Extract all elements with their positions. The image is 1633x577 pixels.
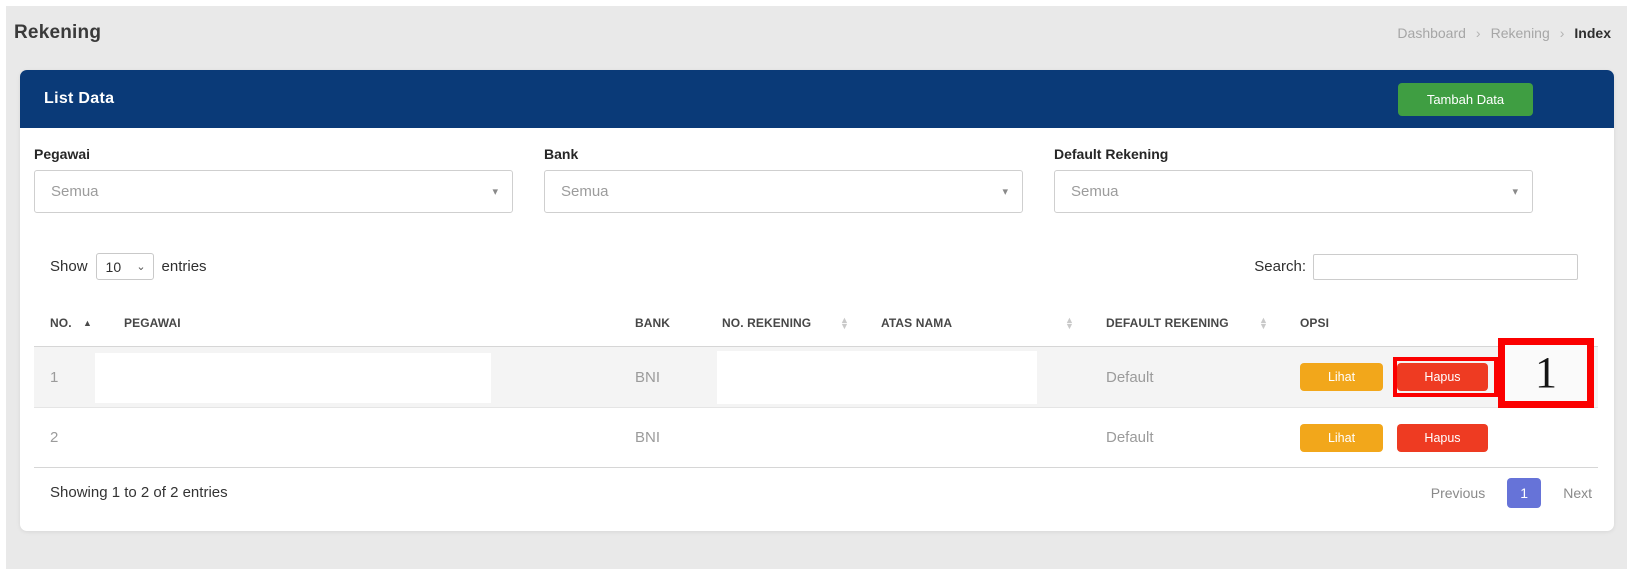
chevron-down-icon: ▾ [492, 186, 498, 198]
card-title: List Data [44, 90, 115, 107]
chevron-down-icon: ▾ [1002, 186, 1008, 198]
filter-default-rekening: Default Rekening Semua ▾ [1054, 146, 1533, 213]
card-body: Pegawai Semua ▾ Bank Semua ▾ [20, 128, 1614, 517]
column-header-no-rekening[interactable]: NO. REKENING ▲ ▼ [722, 315, 849, 331]
entries-info: Showing 1 to 2 of 2 entries [50, 484, 228, 501]
redacted-cell-overlay [717, 351, 1037, 404]
page-length-group: Show 10 ⌄ entries [50, 253, 207, 280]
pegawai-filter-label: Pegawai [34, 146, 91, 162]
filter-row: Pegawai Semua ▾ Bank Semua ▾ [34, 146, 1598, 213]
card-header: List Data Tambah Data [20, 70, 1614, 128]
sort-both-icon: ▲ ▼ [1064, 315, 1074, 331]
lihat-button[interactable]: Lihat [1300, 363, 1383, 391]
column-header-no[interactable]: NO. ▲ [50, 316, 92, 330]
cell-bank: BNI [635, 429, 661, 446]
filter-bank: Bank Semua ▾ [544, 146, 1023, 213]
sort-both-icon: ▲ ▼ [1258, 315, 1268, 331]
chevron-right-icon: › [1559, 25, 1565, 41]
redacted-cell-overlay [95, 353, 491, 403]
column-header-pegawai[interactable]: PEGAWAI [124, 316, 181, 330]
cell-default-rekening: Default [1106, 429, 1154, 446]
cell-no: 2 [50, 429, 59, 446]
default-rekening-filter-select[interactable]: Semua ▾ [1054, 170, 1533, 213]
sort-both-icon: ▲ ▼ [839, 315, 849, 331]
cell-default-rekening: Default [1106, 368, 1154, 386]
top-bar: Rekening Dashboard › Rekening › Index [6, 6, 1627, 54]
entries-label: entries [161, 258, 207, 275]
lihat-button[interactable]: Lihat [1300, 423, 1383, 452]
search-label: Search: [1254, 258, 1306, 275]
pagination: Previous 1 Next [1430, 477, 1592, 508]
current-page-button[interactable]: 1 [1507, 477, 1542, 508]
breadcrumb-item-rekening[interactable]: Rekening [1490, 25, 1550, 41]
page-title: Rekening [14, 22, 102, 43]
annotation-label: 1 [1535, 348, 1557, 397]
search-input[interactable] [1313, 253, 1578, 280]
list-data-card: List Data Tambah Data Pegawai Semua ▾ Ba… [20, 70, 1614, 531]
previous-page-button[interactable]: Previous [1430, 484, 1486, 501]
column-header-atas-nama[interactable]: ATAS NAMA ▲ ▼ [881, 315, 1074, 331]
page-length-select[interactable]: 10 ⌄ [95, 253, 154, 280]
next-page-button[interactable]: Next [1563, 484, 1592, 501]
table-footer: Showing 1 to 2 of 2 entries Previous 1 N… [34, 467, 1598, 517]
table-row-1: 1 BNI Default Lihat Hapus [34, 338, 1598, 408]
chevron-right-icon: › [1475, 25, 1481, 41]
search-group: Search: [1254, 253, 1578, 280]
breadcrumb: Dashboard › Rekening › Index [1397, 25, 1611, 41]
show-label: Show [50, 258, 88, 275]
pegawai-filter-select[interactable]: Semua ▾ [34, 170, 513, 213]
default-rekening-filter-value: Semua [1071, 183, 1119, 200]
cell-opsi: Lihat Hapus [1284, 423, 1598, 452]
page-background: Rekening Dashboard › Rekening › Index Li… [6, 6, 1627, 569]
chevron-down-icon: ▾ [1512, 186, 1518, 198]
filter-pegawai: Pegawai Semua ▾ [34, 146, 513, 213]
page-length-value: 10 [105, 258, 122, 275]
chevron-down-icon: ⌄ [136, 261, 146, 273]
bank-filter-value: Semua [561, 183, 609, 200]
tambah-data-button[interactable]: Tambah Data [1398, 82, 1533, 116]
hapus-button[interactable]: Hapus [1397, 423, 1488, 452]
bank-filter-label: Bank [544, 146, 579, 162]
default-rekening-filter-label: Default Rekening [1054, 146, 1169, 162]
breadcrumb-item-dashboard[interactable]: Dashboard [1397, 25, 1466, 41]
table-header-row: NO. ▲ PEGAWAI BANK NO. REKENING ▲ ▼ [34, 300, 1598, 347]
cell-bank: BNI [635, 368, 661, 386]
cell-opsi: Lihat Hapus [1284, 363, 1598, 391]
column-header-default-rekening[interactable]: DEFAULT REKENING ▲ ▼ [1106, 315, 1268, 331]
cell-no: 1 [50, 368, 59, 386]
column-header-opsi: OPSI [1300, 316, 1330, 330]
annotation-label-box: 1 [1498, 338, 1594, 408]
table-controls: Show 10 ⌄ entries Search: [34, 253, 1598, 280]
rekening-table: NO. ▲ PEGAWAI BANK NO. REKENING ▲ ▼ [34, 300, 1598, 517]
table-row-2: 2 BNI Default Lihat Hapus [34, 407, 1598, 467]
breadcrumb-item-index: Index [1574, 25, 1611, 41]
pegawai-filter-value: Semua [51, 183, 99, 200]
hapus-button[interactable]: Hapus [1397, 363, 1488, 391]
bank-filter-select[interactable]: Semua ▾ [544, 170, 1023, 213]
column-header-bank[interactable]: BANK [635, 316, 671, 330]
sort-ascending-icon: ▲ [82, 318, 92, 328]
